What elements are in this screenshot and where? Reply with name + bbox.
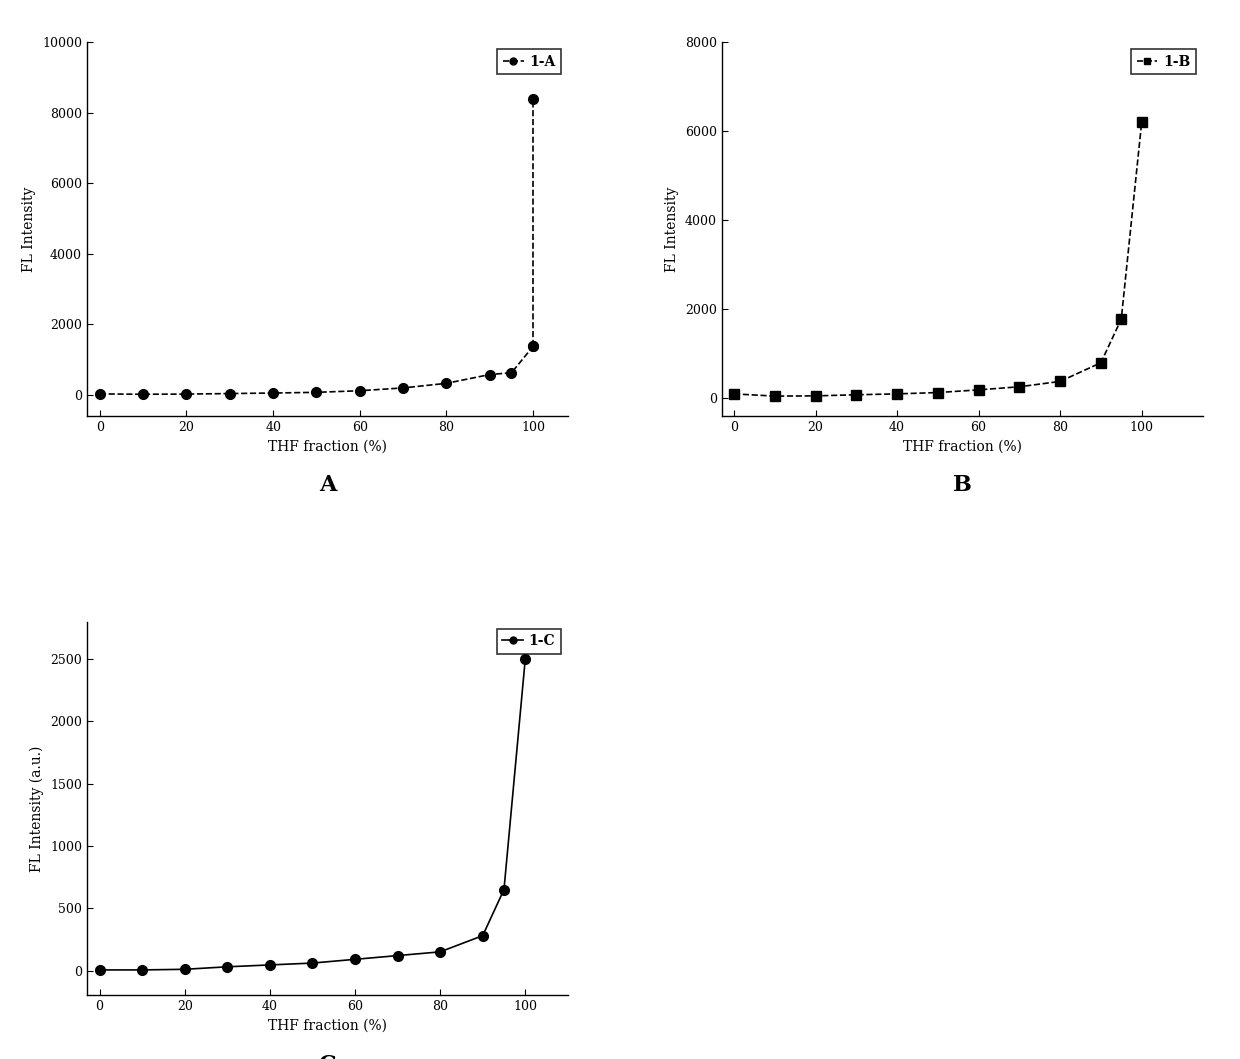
Text: A: A <box>319 474 336 497</box>
X-axis label: THF fraction (%): THF fraction (%) <box>268 439 387 453</box>
X-axis label: THF fraction (%): THF fraction (%) <box>268 1019 387 1033</box>
Legend: 1-B: 1-B <box>1131 50 1195 74</box>
Y-axis label: FL Intensity: FL Intensity <box>666 186 680 272</box>
Text: B: B <box>952 474 972 497</box>
Text: C: C <box>319 1054 336 1059</box>
Y-axis label: FL Intensity: FL Intensity <box>22 186 36 272</box>
Y-axis label: FL Intensity (a.u.): FL Intensity (a.u.) <box>30 746 45 872</box>
Legend: 1-C: 1-C <box>497 629 560 653</box>
X-axis label: THF fraction (%): THF fraction (%) <box>903 439 1022 453</box>
Legend: 1-A: 1-A <box>497 50 560 74</box>
